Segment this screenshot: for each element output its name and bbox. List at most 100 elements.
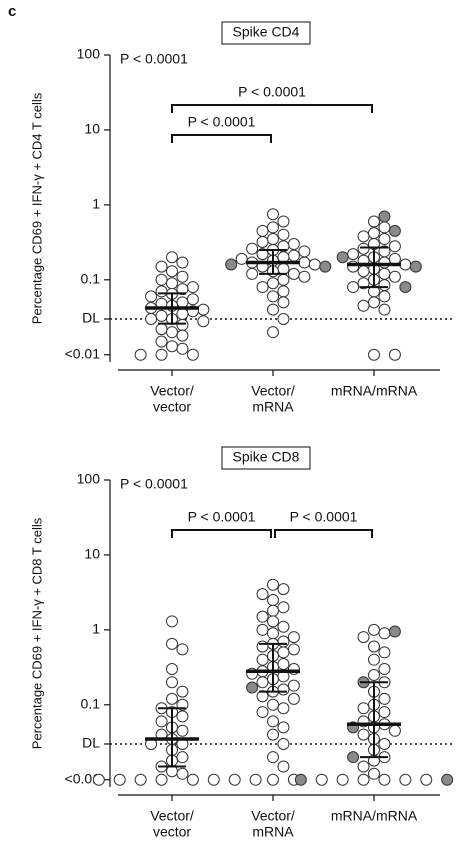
x-tick-label: vector: [153, 399, 191, 415]
data-point: [246, 681, 259, 694]
data-point: [378, 773, 391, 786]
data-point: [267, 728, 279, 741]
x-tick-label: mRNA/mRNA: [331, 808, 418, 824]
data-point: [277, 635, 290, 648]
data-point: [357, 631, 370, 644]
data-point: [294, 773, 307, 786]
data-point: [176, 318, 189, 331]
data-point: [378, 221, 391, 234]
data-point: [357, 702, 370, 715]
data-point: [176, 307, 189, 320]
data-point: [378, 290, 391, 303]
data-point: [155, 323, 168, 336]
data-point: [256, 706, 269, 719]
data-point: [420, 773, 433, 786]
data-point: [378, 279, 391, 292]
data-point: [186, 348, 199, 361]
data-point: [176, 283, 189, 296]
data-point: [368, 668, 380, 681]
data-point: [176, 710, 189, 723]
data-point: [399, 773, 412, 786]
x-tick-label: mRNA: [252, 824, 294, 840]
y-tick-label: <0.01: [65, 770, 101, 786]
data-point: [267, 751, 279, 764]
data-point: [186, 773, 199, 786]
data-point: [176, 256, 189, 269]
data-point: [145, 312, 158, 325]
data-point: [186, 293, 199, 306]
annotation: P < 0.0001: [120, 476, 188, 492]
data-point: [155, 348, 168, 361]
data-point: [378, 210, 391, 223]
data-point: [246, 242, 259, 255]
data-point: [256, 588, 269, 601]
x-tick-label: Vector/: [150, 383, 194, 399]
data-point: [267, 578, 279, 591]
data-point: [357, 760, 370, 773]
data-point: [166, 277, 178, 290]
data-point: [176, 329, 189, 342]
data-point: [368, 348, 380, 361]
data-point: [256, 235, 269, 248]
x-tick-label: mRNA/mRNA: [331, 383, 418, 399]
data-point: [166, 663, 178, 676]
comparison-label: P < 0.0001: [290, 509, 358, 525]
data-point: [267, 277, 279, 290]
data-point: [267, 715, 279, 728]
y-axis-label: Percentage CD69 + IFN-γ + CD8 T cells: [29, 517, 44, 749]
data-point: [298, 245, 311, 258]
data-point: [267, 208, 279, 221]
data-point: [176, 724, 189, 737]
y-tick-label: 1: [92, 621, 100, 637]
y-tick-label: 0.1: [81, 271, 101, 287]
data-point: [267, 773, 279, 786]
data-point: [176, 767, 189, 780]
data-point: [441, 773, 454, 786]
data-point: [267, 326, 279, 339]
data-point: [176, 270, 189, 283]
data-point: [277, 658, 290, 671]
data-point: [155, 309, 168, 322]
data-point: [256, 623, 269, 636]
data-point: [256, 653, 269, 666]
data-point: [235, 252, 248, 265]
data-point: [388, 348, 401, 361]
data-point: [357, 299, 370, 312]
data-point: [368, 227, 380, 240]
data-point: [277, 646, 290, 659]
data-point: [388, 270, 401, 283]
data-point: [267, 604, 279, 617]
data-point: [246, 267, 259, 280]
y-tick-label: DL: [82, 310, 100, 326]
data-point: [176, 751, 189, 764]
data-point: [378, 692, 391, 705]
y-tick-label: 10: [84, 121, 100, 137]
data-point: [277, 285, 290, 298]
data-point: [315, 773, 328, 786]
data-point: [357, 265, 370, 278]
data-point: [368, 653, 380, 666]
data-point: [267, 221, 279, 234]
data-point: [277, 683, 290, 696]
data-point: [155, 335, 168, 348]
data-point: [256, 224, 269, 237]
data-point: [277, 620, 290, 633]
data-point: [388, 724, 401, 737]
data-point: [166, 676, 178, 689]
data-point: [378, 663, 391, 676]
data-point: [319, 260, 332, 273]
data-point: [368, 623, 380, 636]
data-point: [368, 296, 380, 309]
data-point: [176, 685, 189, 698]
data-point: [176, 342, 189, 355]
data-point: [378, 706, 391, 719]
data-point: [145, 290, 158, 303]
data-point: [228, 773, 241, 786]
data-point: [256, 281, 269, 294]
y-tick-label: 1: [92, 196, 100, 212]
data-point: [409, 260, 422, 273]
data-point: [336, 773, 349, 786]
x-tick-label: Vector/: [150, 808, 194, 824]
